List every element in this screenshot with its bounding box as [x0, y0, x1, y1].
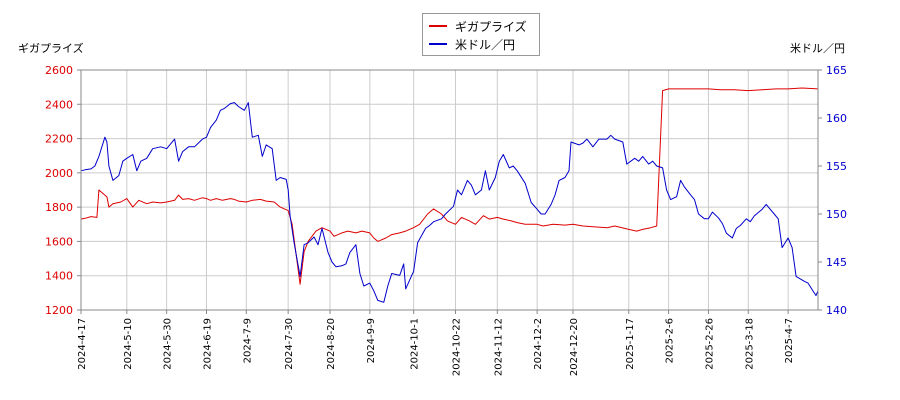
x-tick-label: 2024-5-10 [123, 318, 134, 370]
left-tick-label: 1800 [45, 201, 73, 214]
left-axis-title: ギガプライズ [18, 42, 84, 55]
right-axis: 140 145 150 155 160 165 [818, 64, 847, 317]
x-tick-label: 2024-10-1 [410, 318, 421, 370]
x-axis: 2024-4-17 2024-5-10 2024-5-30 2024-6-19 2024… [77, 310, 795, 376]
x-tick-label: 2024-4-17 [77, 318, 88, 370]
series-line-usdjpy [80, 102, 819, 303]
x-tick-label: 2024-7-9 [242, 318, 253, 363]
x-tick-label: 2025-2-6 [665, 318, 676, 363]
x-tick-label: 2024-10-22 [451, 318, 462, 376]
left-tick-label: 2400 [45, 98, 73, 111]
x-tick-label: 2024-7-30 [284, 318, 295, 370]
series-line-gigaprize [80, 87, 819, 285]
left-tick-label: 1200 [45, 304, 73, 317]
x-tick-label: 2025-3-18 [744, 318, 755, 370]
legend-label-usdjpy: 米ドル／円 [455, 37, 516, 52]
right-tick-label: 165 [826, 64, 847, 77]
left-tick-label: 1600 [45, 235, 73, 248]
left-tick-label: 1400 [45, 270, 73, 283]
x-tick-label: 2025-2-26 [704, 318, 715, 370]
left-tick-label: 2000 [45, 167, 73, 180]
right-tick-label: 160 [826, 112, 847, 125]
x-tick-label: 2025-1-17 [625, 318, 636, 370]
x-tick-label: 2024-6-19 [202, 318, 213, 370]
grid-lines [80, 69, 818, 311]
legend: ギガプライズ 米ドル／円 [422, 13, 540, 56]
x-tick-label: 2024-11-12 [493, 318, 504, 376]
legend-swatch-gigaprize [429, 25, 447, 27]
series-lines [80, 87, 819, 303]
right-tick-label: 155 [826, 160, 847, 173]
x-tick-label: 2024-12-2 [533, 318, 544, 370]
right-axis-title: 米ドル／円 [790, 42, 845, 55]
left-axis: 1200 1400 1600 1800 2000 2200 2400 2600 [45, 64, 81, 317]
x-tick-label: 2024-9-9 [366, 318, 377, 363]
right-tick-label: 140 [826, 304, 847, 317]
x-tick-label: 2025-4-7 [784, 318, 795, 363]
x-tick-label: 2024-8-20 [326, 318, 337, 370]
left-tick-label: 2600 [45, 64, 73, 77]
x-tick-label: 2024-12-20 [569, 318, 580, 376]
left-tick-label: 2200 [45, 133, 73, 146]
right-tick-label: 150 [826, 208, 847, 221]
legend-label-gigaprize: ギガプライズ [455, 19, 527, 34]
legend-item-usdjpy: 米ドル／円 [429, 36, 515, 52]
x-tick-label: 2024-5-30 [163, 318, 174, 370]
legend-swatch-usdjpy [429, 43, 447, 45]
right-tick-label: 145 [826, 256, 847, 269]
legend-item-gigaprize: ギガプライズ [429, 18, 527, 34]
plot-frame [80, 69, 819, 311]
